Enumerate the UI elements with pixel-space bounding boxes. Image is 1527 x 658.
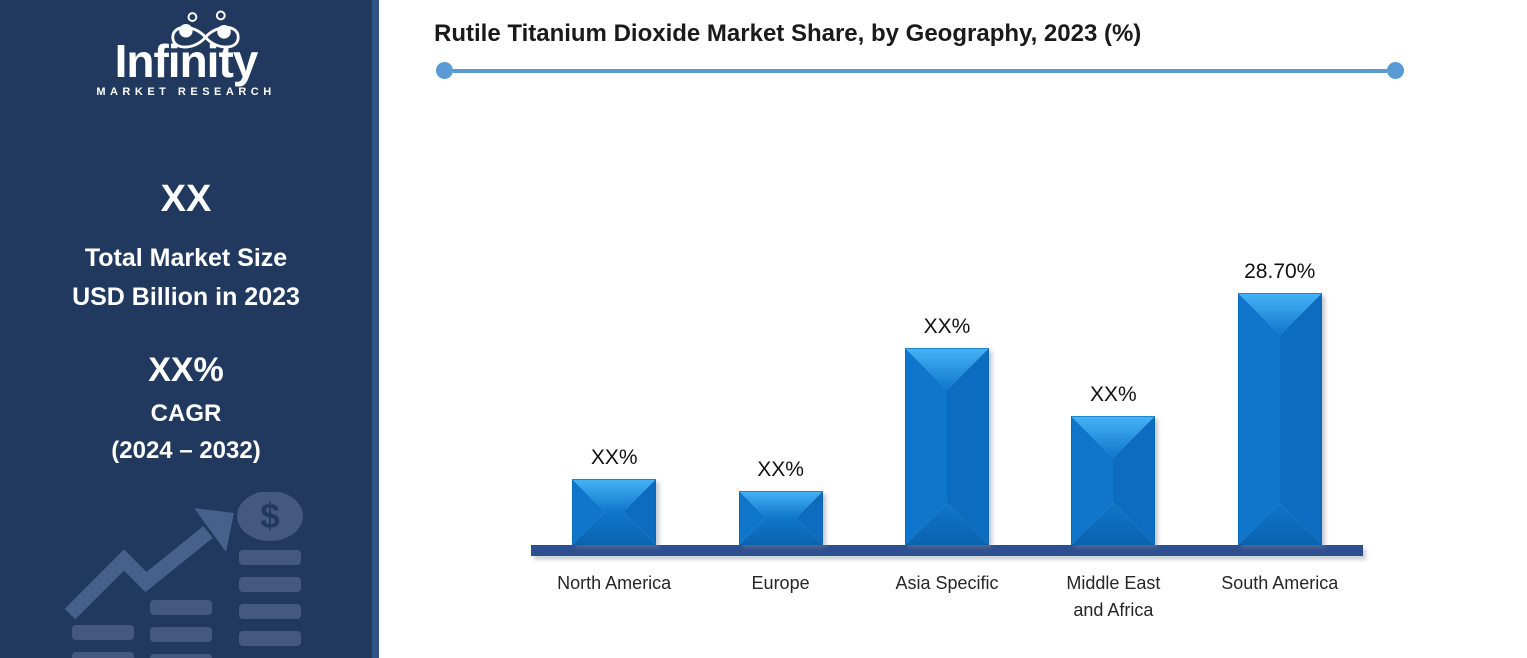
dollar-sign: $	[260, 497, 279, 536]
brand-name: Infinity	[114, 35, 259, 87]
bar-value-label: XX%	[590, 446, 638, 469]
underline-right-dot-icon	[1387, 62, 1404, 79]
bar-value-label: XX%	[1090, 383, 1137, 406]
market-size-block: XX Total Market Size USD Billion in 2023	[0, 178, 372, 317]
underline-line	[453, 68, 1387, 73]
bar-slot: XX%	[1030, 383, 1196, 545]
bar-slot: XX%	[531, 446, 697, 545]
market-size-label-line2: USD Billion in 2023	[72, 283, 300, 311]
bar-slot: XX%	[698, 458, 864, 545]
bar-value-label: XX%	[757, 458, 804, 481]
bar-slot: 28.70%	[1197, 260, 1363, 545]
bar-slot: XX%	[864, 315, 1030, 545]
brand-subtitle: MARKET RESEARCH	[96, 86, 276, 98]
logo: Infinity MARKET RESEARCH	[0, 8, 372, 110]
chart-panel: Rutile Titanium Dioxide Market Share, by…	[379, 0, 1527, 658]
bar-value-label: 28.70%	[1244, 260, 1316, 283]
bar	[738, 491, 823, 545]
x-axis-line	[531, 545, 1363, 556]
title-underline	[436, 62, 1404, 79]
infinity-icon	[171, 10, 240, 49]
chart-body: XX% XX% XX% XX% 28.70% North America Europe As…	[531, 260, 1363, 624]
category-label: North America	[557, 573, 672, 593]
market-size-label: Total Market Size USD Billion in 2023	[0, 239, 372, 317]
market-size-label-line1: Total Market Size	[84, 244, 288, 272]
cagr-block: XX% CAGR (2024 – 2032)	[0, 351, 372, 465]
category-label: Asia Specific	[895, 573, 999, 593]
cagr-value: XX%	[148, 351, 224, 389]
sidebar: Infinity MARKET RESEARCH XX Total Market…	[0, 0, 379, 658]
category-label: Middle East and Africa	[1066, 573, 1161, 620]
bar	[572, 479, 657, 545]
underline-left-dot-icon	[436, 62, 453, 79]
bar	[904, 348, 989, 545]
chart-title: Rutile Titanium Dioxide Market Share, by…	[434, 20, 1142, 47]
category-label: Europe	[751, 573, 810, 593]
cagr-period: (2024 – 2032)	[111, 437, 261, 464]
category-row: North America Europe Asia Specific Middle E…	[531, 570, 1363, 624]
category-label: South America	[1221, 573, 1339, 593]
bar	[1237, 293, 1322, 545]
dollar-coin-icon	[237, 492, 303, 541]
cagr-label: CAGR	[150, 400, 222, 427]
growth-chart-graphic: $	[64, 492, 303, 658]
trend-arrow-icon	[64, 508, 234, 620]
bars-row: XX% XX% XX% XX% 28.70%	[531, 260, 1363, 545]
bar	[1071, 416, 1156, 545]
market-size-value: XX	[160, 178, 212, 220]
bar-value-label: XX%	[923, 315, 971, 338]
